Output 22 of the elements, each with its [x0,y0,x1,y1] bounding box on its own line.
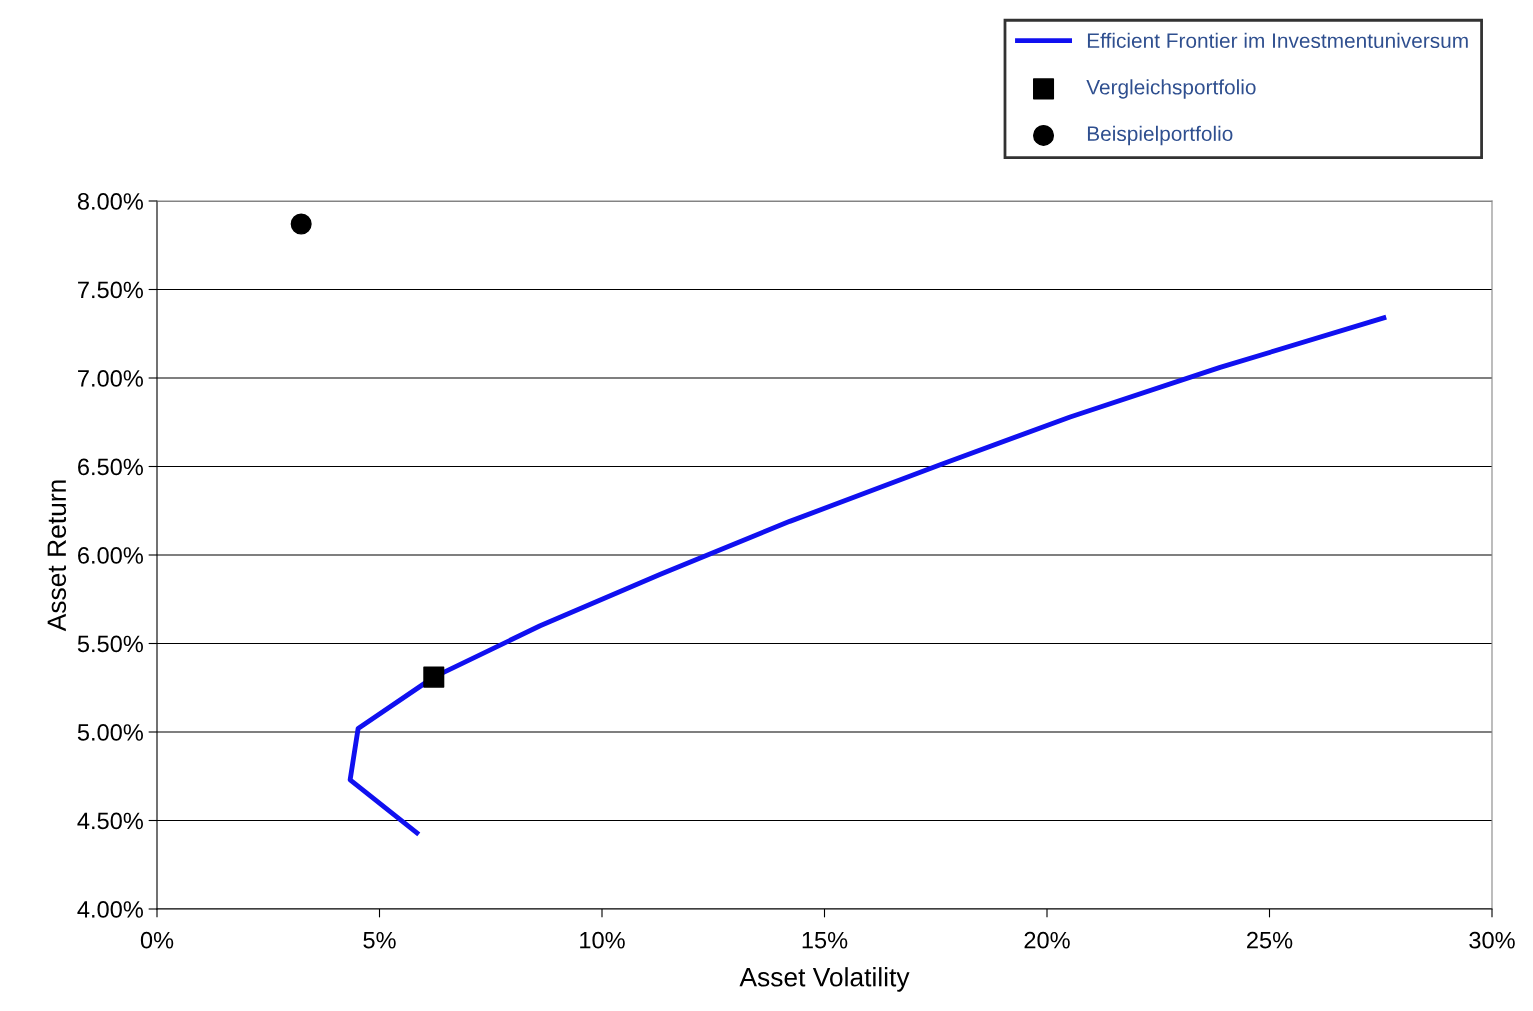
legend-label: Vergleichsportfolio [1086,79,1256,99]
y-tick-label: 7.00% [78,370,143,387]
y-tick-label: 8.00% [77,193,143,210]
y-tick-label: 5.00% [77,724,143,741]
line-series [347,315,1387,836]
y-tick-label: 5.50% [77,635,143,653]
y-tick-label: 6.50% [78,458,143,476]
x-tick-label: 15% [802,931,848,949]
x-tick-label: 0% [140,931,174,949]
x-tick-label: 10% [580,931,625,949]
x-tick-label: 25% [1247,931,1293,949]
legend-label: Efficient Frontier im Investmentuniversum [1087,32,1468,49]
y-axis-title: Asset Return [47,480,67,632]
y-tick-label: 7.50% [78,281,143,299]
y-tick-label: 6.00% [78,547,143,564]
x-tick-label: 5% [363,931,396,949]
x-axis-title: Asset Volatility [739,967,910,992]
x-tick-label: 20% [1024,931,1070,949]
x-tick-label: 30% [1469,931,1515,949]
legend-label: Beispielportfolio [1087,125,1233,146]
y-tick-label: 4.00% [77,901,143,918]
y-tick-label: 4.50% [77,812,143,830]
